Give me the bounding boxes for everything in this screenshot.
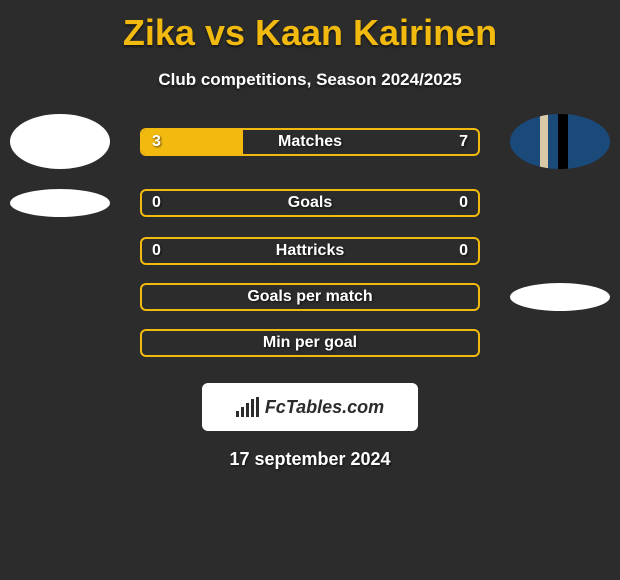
update-date: 17 september 2024: [10, 449, 610, 470]
player-left-avatar: [10, 114, 110, 169]
bar-value-right: 0: [459, 242, 468, 260]
bar-min-per-goal: Min per goal: [140, 329, 480, 357]
comparison-row-2: 0 Goals 0: [10, 189, 610, 217]
bars-group-2: 0 Goals 0: [140, 189, 480, 217]
bar-label: Hattricks: [276, 242, 344, 260]
bar-value-left: 0: [152, 242, 161, 260]
comparison-card: Zika vs Kaan Kairinen Club competitions,…: [0, 0, 620, 470]
bar-goals: 0 Goals 0: [140, 189, 480, 217]
bar-label: Matches: [278, 133, 342, 151]
source-logo-box: FcTables.com: [202, 383, 418, 431]
bar-value-right: 0: [459, 194, 468, 212]
bar-value-left: 3: [152, 133, 161, 151]
season-subtitle: Club competitions, Season 2024/2025: [10, 70, 610, 90]
source-logo: FcTables.com: [236, 397, 384, 418]
bar-hattricks: 0 Hattricks 0: [140, 237, 480, 265]
bar-value-right: 7: [459, 133, 468, 151]
bar-label: Goals per match: [247, 288, 372, 306]
comparison-row-1: 3 Matches 7: [10, 114, 610, 169]
bar-matches: 3 Matches 7: [140, 128, 480, 156]
team-left-badge: [10, 189, 110, 217]
team-right-badge: [510, 283, 610, 311]
comparison-row-3: 0 Hattricks 0 Goals per match Min per go…: [10, 237, 610, 357]
player-right-avatar: [510, 114, 610, 169]
source-logo-text: FcTables.com: [265, 397, 384, 418]
bars-group-3: 0 Hattricks 0 Goals per match Min per go…: [140, 237, 480, 357]
bars-group-1: 3 Matches 7: [140, 128, 480, 156]
bar-goals-per-match: Goals per match: [140, 283, 480, 311]
page-title: Zika vs Kaan Kairinen: [10, 12, 610, 54]
bar-label: Goals: [288, 194, 332, 212]
bar-chart-icon: [236, 397, 259, 417]
bar-value-left: 0: [152, 194, 161, 212]
bar-label: Min per goal: [263, 334, 357, 352]
